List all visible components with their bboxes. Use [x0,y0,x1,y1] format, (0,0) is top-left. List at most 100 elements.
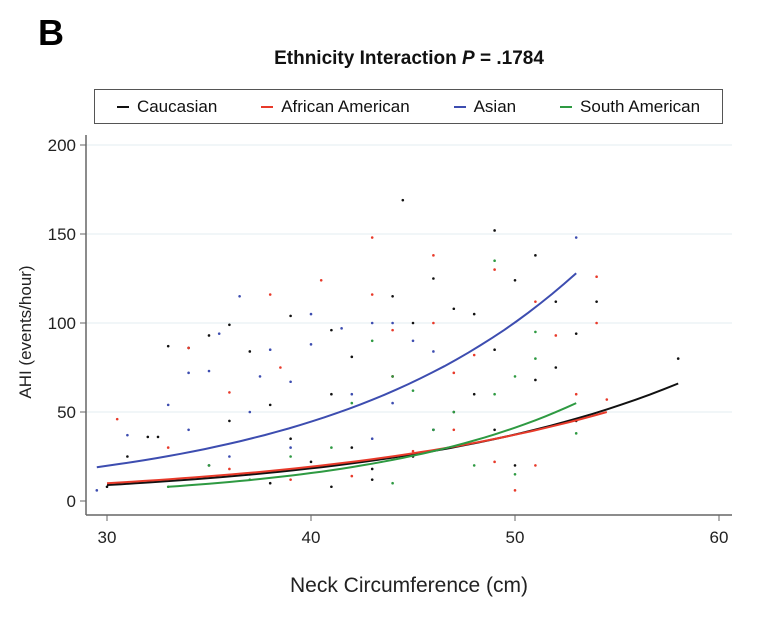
data-point [330,485,333,489]
data-point [534,378,537,382]
data-point [534,357,537,360]
data-point [472,312,476,316]
legend-label: Asian [473,96,517,116]
data-point [289,380,292,384]
legend-item-caucasian: Caucasian [116,96,218,117]
data-point [432,350,435,353]
data-point [452,307,456,311]
data-point [513,473,517,476]
data-point [268,403,272,407]
data-point [493,268,496,271]
data-point [534,330,537,334]
data-point [289,437,292,441]
data-point [513,489,517,492]
data-point [513,278,517,282]
data-point [472,392,476,396]
legend-item-asian: Asian [453,96,517,117]
data-point [238,295,241,298]
data-point [574,432,578,435]
panel-label: B [38,12,64,53]
data-point [95,489,99,492]
data-point [350,355,354,359]
x-tick-label: 50 [506,528,525,547]
data-point [676,357,680,360]
data-point [554,366,558,369]
data-point [187,428,190,432]
data-point [432,277,435,280]
x-axis-label: Neck Circumference (cm) [289,574,529,597]
data-point [493,259,496,263]
fit-line-african-american [106,411,608,485]
data-point [493,348,496,352]
data-point [115,417,119,421]
data-point [207,334,211,337]
title-text: Ethnicity Interaction [274,48,463,69]
data-point [105,485,109,489]
data-point [391,375,394,378]
data-point [248,410,252,414]
data-point [289,314,292,318]
data-point [228,391,231,394]
data-point [534,254,537,257]
x-tick-label: 60 [710,528,729,547]
legend-item-african-american: African American [261,97,410,117]
legend-label: Caucasian [136,96,218,116]
data-point [330,392,333,396]
data-point [472,353,476,357]
data-point [370,339,374,343]
x-tick-label: 40 [302,528,321,547]
data-point [207,464,211,467]
data-point [166,344,170,348]
data-point [126,455,129,458]
data-point [391,321,394,325]
data-point [309,312,313,316]
data-point [452,428,456,432]
data-point [452,410,456,414]
x-tick-label: 30 [98,528,117,547]
data-point [432,254,435,257]
data-point [187,346,190,350]
data-point [472,464,476,467]
title-p: P [462,48,475,69]
data-point [370,478,374,481]
data-point [268,348,272,352]
y-tick-label: 0 [67,492,76,511]
fit-line-south-american [168,402,577,488]
data-point [513,375,517,378]
data-point [319,278,323,282]
legend: Caucasian African American Asian South A… [94,89,723,124]
data-point [432,321,435,325]
data-point [370,437,374,441]
data-point [554,300,558,303]
data-point [289,455,292,458]
data-point [350,446,354,449]
y-axis-label: AHI (events/hour) [16,265,35,399]
data-point [554,334,558,337]
data-point [411,339,415,343]
data-point [493,428,496,432]
data-point [279,366,282,369]
fit-line-caucasian [106,382,679,486]
legend-label: African American [281,96,410,116]
data-point [258,375,262,378]
data-point [534,464,537,467]
data-point [370,293,374,296]
chart-title: Ethnicity Interaction P = .1784 [0,48,768,70]
data-point [401,198,405,202]
legend-swatch [261,105,274,108]
data-point [340,327,343,330]
data-point [228,467,231,471]
data-point [595,275,598,279]
data-point [289,446,292,449]
data-point [493,229,496,232]
fit-line-asian [96,272,577,469]
data-point [574,332,578,335]
data-point [452,371,456,375]
data-point [207,369,211,373]
legend-item-south-american: South American [560,97,700,117]
data-point [411,449,415,453]
data-point [391,295,394,298]
data-point [166,446,170,449]
